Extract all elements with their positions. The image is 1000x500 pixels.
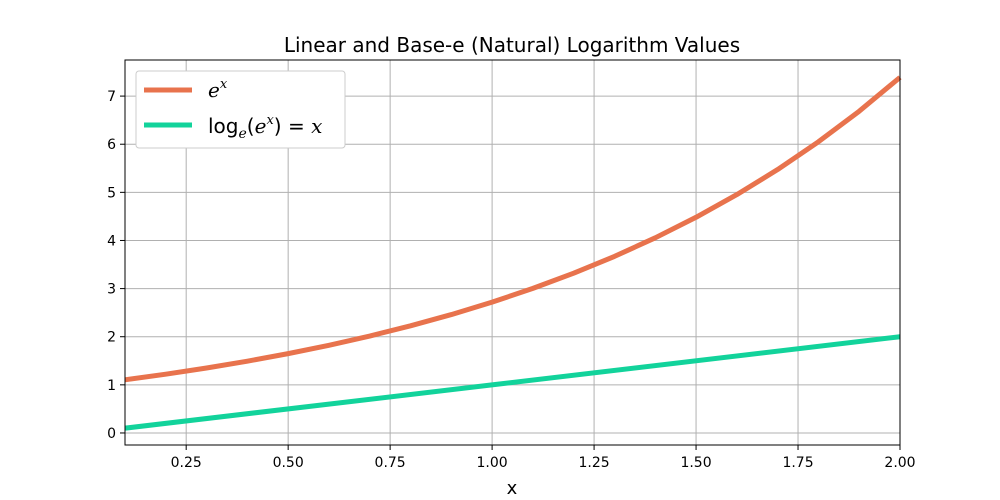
x-tick-label: 0.50 (273, 455, 304, 471)
y-tick-label: 6 (107, 137, 116, 153)
series-line-log (124, 334, 901, 431)
x-tick-label: 1.25 (578, 455, 609, 471)
legend: ex loge(ex) = x (135, 70, 346, 149)
x-tick-label: 1.75 (782, 455, 813, 471)
y-tick-label: 5 (107, 185, 116, 201)
plot-frame (124, 59, 901, 446)
y-tick-label: 2 (107, 330, 116, 346)
y-tick-label: 7 (107, 89, 116, 105)
x-tick-label: 1.50 (680, 455, 711, 471)
y-tick-label: 0 (107, 426, 116, 442)
y-tick-label: 1 (107, 378, 116, 394)
legend-label-exp: ex (208, 77, 228, 102)
y-tick-label: 4 (107, 233, 116, 249)
chart-title: Linear and Base-e (Natural) Logarithm Va… (284, 33, 740, 57)
y-tick-label: 3 (107, 282, 116, 298)
series-group (124, 75, 902, 431)
x-tick-label: 1.00 (477, 455, 508, 471)
x-tick-label: 0.25 (171, 455, 202, 471)
y-axis: 0 1 2 3 4 5 6 7 (107, 89, 125, 442)
x-tick-label: 2.00 (884, 455, 915, 471)
x-axis: 0.25 0.50 0.75 1.00 1.25 1.50 1.75 2.00 (171, 445, 916, 471)
x-axis-label: x (507, 478, 518, 499)
x-tick-label: 0.75 (375, 455, 406, 471)
legend-label-log: loge(ex) = x (208, 113, 322, 142)
series-line-exp (124, 75, 902, 383)
